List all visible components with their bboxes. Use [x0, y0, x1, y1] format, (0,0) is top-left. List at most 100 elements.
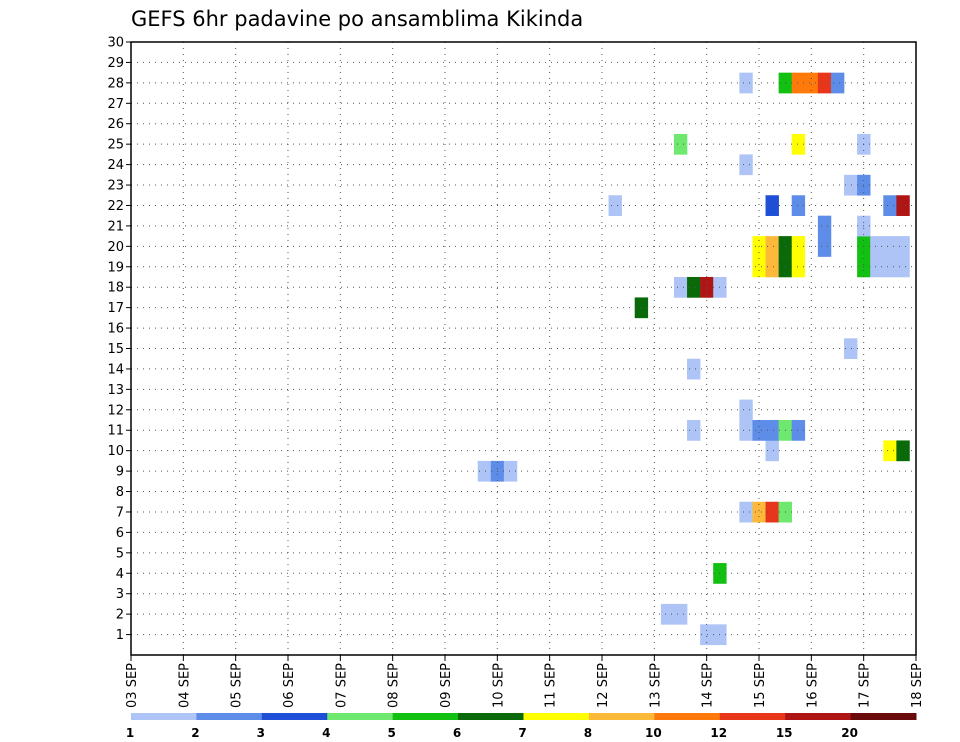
x-axis: 03 SEP 04 SEP 05 SEP 06 SEP 07 SEP 08 SEP 09 S… [125, 655, 925, 708]
heatmap-cell [687, 358, 701, 380]
y-tick-label: 20 [107, 240, 124, 255]
heatmap-cell [817, 215, 832, 237]
heatmap-cell [739, 399, 753, 421]
y-tick-label: 23 [107, 179, 124, 194]
heatmap-cell [687, 420, 701, 441]
heatmap-cell [883, 256, 897, 278]
x-tick-label: 05 SEP [230, 663, 245, 708]
x-tick-label: 10 SEP [491, 663, 506, 708]
heatmap-cell [844, 174, 858, 196]
heatmap-cell [765, 236, 779, 257]
heatmap-cell [870, 256, 884, 278]
heatmap-cell [765, 440, 779, 462]
x-tick-label: 17 SEP [858, 663, 873, 708]
x-tick-label: 08 SEP [387, 663, 402, 708]
x-tick-label: 03 SEP [125, 663, 140, 708]
heatmap-cell [765, 420, 779, 441]
x-tick-label: 11 SEP [544, 663, 559, 708]
colorbar-swatch [719, 713, 786, 720]
y-tick-label: 26 [107, 117, 124, 132]
grid-lines [130, 41, 917, 655]
heatmap-cell [739, 154, 753, 176]
y-tick-label: 19 [107, 260, 124, 275]
heatmap-cell [700, 276, 714, 298]
colorbar-label: 10 [645, 726, 662, 740]
x-tick-label: 09 SEP [439, 663, 454, 708]
heatmap-cell [830, 72, 845, 94]
x-tick-label: 04 SEP [177, 663, 192, 708]
y-tick-label: 5 [116, 546, 124, 561]
heatmap-cell [896, 256, 910, 278]
heatmap-cell [804, 72, 819, 94]
y-tick-label: 10 [107, 444, 124, 459]
colorbar: 1 2 3 4 5 6 7 8 10 12 15 20 [126, 713, 917, 740]
x-tick-label: 06 SEP [282, 663, 297, 708]
heatmap-cell [608, 195, 622, 216]
y-tick-label: 3 [116, 587, 124, 602]
heatmap-cell [765, 501, 779, 523]
y-tick-label: 1 [116, 628, 124, 643]
x-tick-label: 16 SEP [805, 663, 820, 708]
colorbar-swatch [588, 713, 655, 720]
colorbar-label: 12 [710, 726, 727, 740]
heatmap-cell [896, 236, 910, 257]
heatmap-cell [817, 72, 832, 94]
heatmap-cell [883, 440, 897, 462]
colorbar-label: 3 [257, 726, 265, 740]
colorbar-label: 1 [126, 726, 134, 740]
heatmap-cell [673, 133, 688, 155]
x-tick-label: 15 SEP [753, 663, 768, 708]
colorbar-swatch [850, 713, 917, 720]
y-tick-label: 7 [116, 505, 124, 520]
heatmap-cell [752, 420, 766, 441]
heatmap-cell [791, 420, 806, 441]
colorbar-swatch [458, 713, 524, 720]
y-tick-label: 2 [116, 608, 124, 623]
colorbar-swatch [131, 713, 197, 720]
x-tick-label: 12 SEP [596, 663, 611, 708]
heatmap-cell [765, 195, 779, 216]
heatmap-cell [791, 195, 806, 216]
x-tick-label: 07 SEP [334, 663, 349, 708]
heatmap-cell [739, 72, 753, 94]
heatmap-cell [660, 603, 675, 625]
x-tick-label: 18 SEP [910, 663, 925, 708]
heatmap-cell [673, 603, 688, 625]
colorbar-swatch [654, 713, 721, 720]
colorbar-swatch [523, 713, 590, 720]
colorbar-label: 20 [841, 726, 858, 740]
heatmap-cell [870, 236, 884, 257]
chart-title: GEFS 6hr padavine po ansamblima Kikinda [131, 7, 583, 31]
y-tick-label: 28 [107, 76, 124, 91]
colorbar-swatch [261, 713, 328, 720]
y-tick-label: 29 [107, 56, 124, 71]
heatmap-cell [883, 195, 897, 216]
y-tick-label: 24 [107, 158, 124, 173]
heatmap-cell [791, 133, 806, 155]
y-axis: 1234567891011121314151617181920212223242… [107, 36, 131, 643]
colorbar-label: 2 [191, 726, 199, 740]
colorbar-label: 4 [322, 726, 330, 740]
y-tick-label: 22 [107, 199, 124, 214]
heatmap-cell [700, 624, 714, 646]
y-tick-label: 30 [107, 36, 124, 51]
y-tick-label: 16 [107, 322, 124, 337]
ensemble-cells [477, 72, 910, 646]
y-tick-label: 14 [107, 362, 124, 377]
heatmap-cell [687, 276, 701, 298]
colorbar-swatch [785, 713, 852, 720]
x-tick-label: 14 SEP [701, 663, 716, 708]
heatmap-cell [817, 236, 832, 257]
y-tick-label: 11 [107, 424, 124, 439]
heatmap-cell [896, 440, 910, 462]
colorbar-swatch [327, 713, 394, 720]
colorbar-swatch [392, 713, 459, 720]
y-tick-label: 18 [107, 281, 124, 296]
y-tick-label: 17 [107, 301, 124, 316]
heatmap-cell [844, 338, 858, 360]
heatmap-cell [791, 236, 806, 257]
heatmap-cell [896, 195, 910, 216]
y-tick-label: 21 [107, 219, 124, 234]
x-tick-label: 13 SEP [648, 663, 663, 708]
